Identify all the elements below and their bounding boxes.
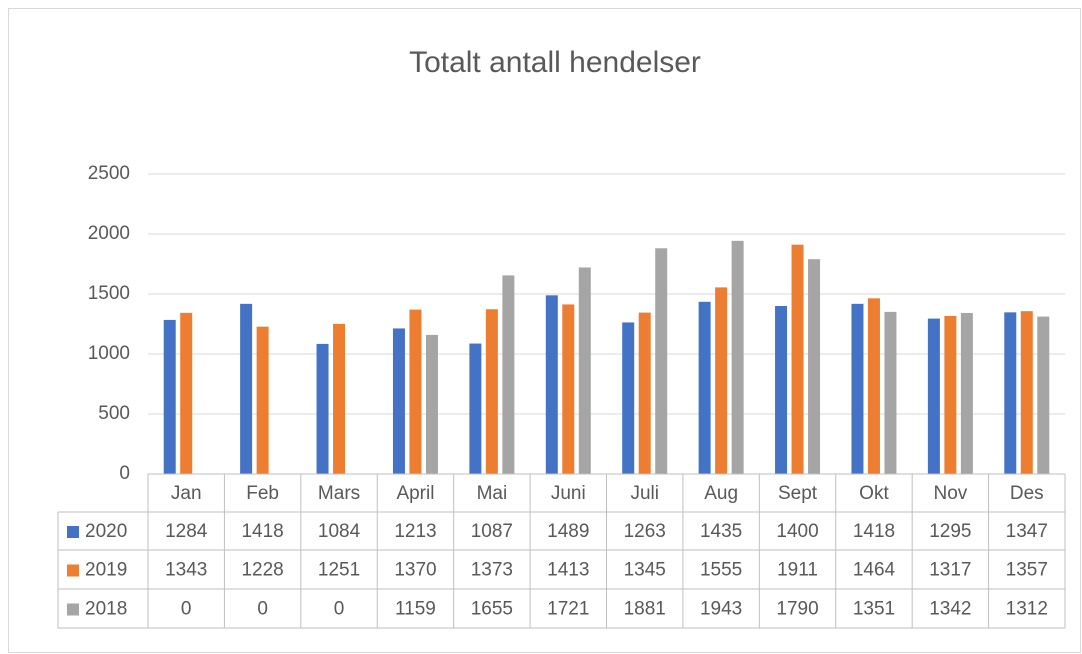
bar	[562, 304, 575, 474]
bar	[180, 312, 193, 474]
table-cell: 0	[334, 599, 345, 620]
table-cell: 1228	[241, 560, 283, 581]
bar	[808, 259, 821, 474]
y-tick-label: 2500	[88, 163, 130, 184]
legend-label: 2020	[85, 521, 127, 542]
table-cell: 1943	[700, 599, 742, 620]
bar	[715, 287, 728, 474]
x-tick-label: Juni	[551, 483, 586, 504]
bar	[240, 303, 253, 474]
bar	[485, 309, 498, 474]
table-cell: 1911	[777, 560, 818, 581]
y-tick-label: 1500	[88, 283, 130, 304]
table-cell: 1400	[776, 521, 818, 542]
bar	[163, 319, 176, 474]
table-cell: 1351	[853, 599, 895, 620]
bar	[392, 328, 405, 474]
bar	[578, 267, 591, 474]
x-tick-label: Aug	[704, 483, 738, 504]
table-cell: 1555	[700, 560, 742, 581]
table-cell: 0	[257, 599, 268, 620]
table-cell: 1213	[394, 521, 436, 542]
table-cell: 1347	[1006, 521, 1048, 542]
bar	[256, 326, 269, 474]
x-tick-label: Des	[1010, 483, 1044, 504]
bar	[867, 298, 880, 474]
bar	[409, 309, 422, 474]
table-cell: 1418	[853, 521, 895, 542]
legend-swatch	[67, 564, 79, 577]
bar	[944, 315, 957, 474]
table-cell: 1295	[929, 521, 971, 542]
bar	[425, 334, 438, 474]
table-cell: 1464	[853, 560, 896, 581]
bar	[655, 248, 668, 474]
y-tick-label: 500	[98, 403, 130, 424]
y-tick-label: 2000	[88, 223, 130, 244]
x-tick-label: Jan	[171, 483, 202, 504]
table-cell: 1655	[471, 599, 513, 620]
x-tick-label: Sept	[778, 483, 818, 504]
bar	[1037, 316, 1050, 474]
table-cell: 1251	[318, 560, 360, 581]
bar	[638, 312, 651, 474]
x-tick-label: Feb	[246, 483, 279, 504]
table-cell: 1357	[1006, 560, 1048, 581]
table-cell: 1790	[776, 599, 818, 620]
bar	[502, 275, 515, 474]
table-cell: 1413	[547, 560, 589, 581]
bar	[1004, 312, 1017, 474]
bar	[622, 322, 635, 474]
table-cell: 1418	[241, 521, 283, 542]
table-cell: 1370	[394, 560, 436, 581]
table-cell: 1435	[700, 521, 742, 542]
y-tick-label: 1000	[88, 343, 130, 364]
bar	[1020, 311, 1033, 474]
bar	[731, 240, 744, 474]
x-tick-label: Okt	[859, 483, 889, 504]
table-cell: 0	[181, 599, 192, 620]
bar	[545, 295, 558, 474]
table-cell: 1317	[929, 560, 971, 581]
table-cell: 1373	[471, 560, 513, 581]
legend-swatch	[67, 603, 79, 616]
bar	[316, 343, 329, 474]
table-cell: 1284	[165, 521, 208, 542]
bar	[791, 244, 804, 474]
bar	[960, 312, 973, 474]
bar	[884, 311, 897, 474]
x-tick-label: Nov	[933, 483, 967, 504]
table-cell: 1345	[624, 560, 666, 581]
x-tick-label: Juli	[630, 483, 659, 504]
bar	[775, 306, 788, 474]
x-tick-label: Mars	[318, 483, 360, 504]
table-cell: 1489	[547, 521, 589, 542]
legend-label: 2018	[85, 599, 127, 620]
table-cell: 1881	[624, 599, 666, 620]
table-cell: 1721	[547, 599, 589, 620]
table-cell: 1263	[624, 521, 666, 542]
table-cell: 1343	[165, 560, 207, 581]
y-tick-label: 0	[119, 463, 130, 484]
x-tick-label: Mai	[477, 483, 508, 504]
table-cell: 1342	[929, 599, 971, 620]
bar	[927, 318, 940, 474]
bar	[333, 323, 346, 474]
x-tick-label: April	[396, 483, 434, 504]
chart-title: Totalt antall hendelser	[409, 46, 701, 79]
table-cell: 1084	[318, 521, 361, 542]
bar	[851, 303, 864, 474]
table-cell: 1087	[471, 521, 513, 542]
legend-label: 2019	[85, 560, 127, 581]
table-cell: 1312	[1006, 599, 1048, 620]
legend-swatch	[67, 526, 79, 538]
table-cell: 1159	[395, 599, 436, 620]
bar	[698, 301, 711, 474]
bar	[469, 343, 482, 474]
